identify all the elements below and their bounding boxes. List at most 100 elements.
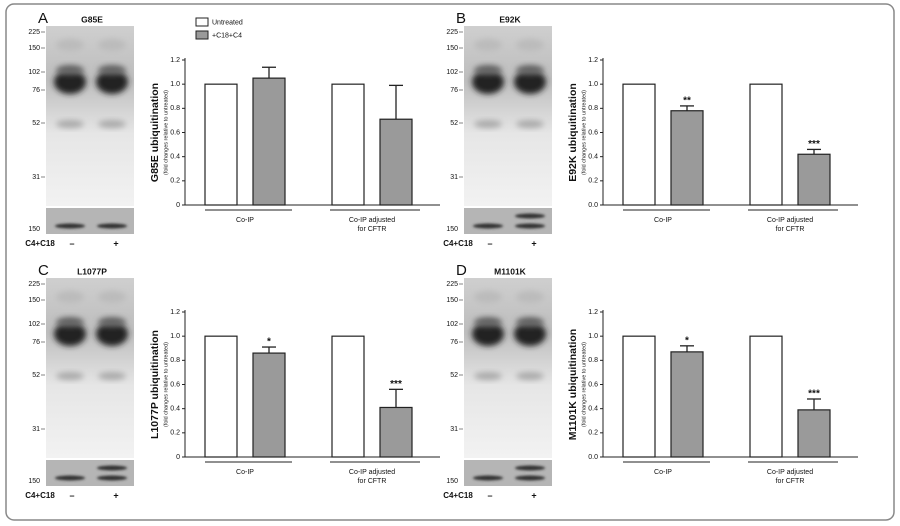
x-tick-label: for CFTR (776, 478, 805, 485)
blot-band (474, 39, 502, 51)
mw-label: 31 (32, 426, 40, 433)
strip-band (97, 475, 127, 481)
bar (379, 406, 413, 458)
y-tick-label: 0.8 (170, 105, 180, 112)
blot-band (98, 65, 126, 75)
blot (46, 26, 134, 206)
treatment-label: C4+C18 (443, 239, 473, 248)
blot-band (56, 317, 84, 327)
y-tick-label: 0 (176, 454, 180, 461)
mw-label: 52 (32, 120, 40, 127)
blot-band (56, 372, 84, 380)
y-tick-label: 0.4 (588, 406, 598, 413)
mw-label: 76 (32, 87, 40, 94)
bar (622, 83, 656, 206)
y-tick-label: 0.6 (170, 129, 180, 136)
strip-band (97, 223, 127, 229)
x-tick-label: for CFTR (776, 226, 805, 233)
y-tick-label: 0.8 (170, 357, 180, 364)
lane-label: + (531, 238, 536, 248)
blot-band (98, 120, 126, 128)
y-tick-label: 1.2 (588, 57, 598, 64)
x-tick-label: Co-IP adjusted (349, 217, 395, 224)
panel: B E92K 225 150 102 76 52 31 150 C4+C18 – +0.0 0.2 0.4… (443, 10, 858, 248)
x-tick-label: Co-IP (654, 469, 672, 476)
blot-title: M1101K (494, 266, 527, 276)
mw-label: 31 (32, 174, 40, 181)
blot-band (472, 70, 504, 94)
blot-band (514, 322, 546, 346)
strip-band (515, 465, 545, 471)
y-tick-label: 0.0 (588, 202, 598, 209)
lane-label: + (113, 238, 118, 248)
bar (252, 77, 286, 206)
blot (464, 26, 552, 206)
y-axis-label: M1101K ubiquitination (567, 329, 579, 440)
strip-band (55, 223, 85, 229)
y-tick-label: 0.2 (170, 430, 180, 437)
bar (204, 335, 238, 458)
blot-strip (46, 208, 134, 234)
strip-band (55, 475, 85, 481)
strip-band (473, 223, 503, 229)
blot-band (516, 65, 544, 75)
mw-label: 150 (446, 45, 458, 52)
blot-band (516, 372, 544, 380)
strip-band (97, 465, 127, 471)
y-tick-label: 0.0 (588, 454, 598, 461)
blot-title: L1077P (77, 266, 107, 276)
mw-label: 102 (28, 321, 40, 328)
bar (797, 153, 831, 206)
significance: *** (808, 139, 820, 150)
significance: * (267, 337, 271, 348)
mw-label: 150 (446, 478, 458, 485)
y-tick-label: 0.4 (170, 406, 180, 413)
blot-band (98, 317, 126, 327)
mw-label: 150 (446, 297, 458, 304)
y-tick-label: 0.6 (588, 381, 598, 388)
y-tick-label: 0.6 (170, 381, 180, 388)
y-tick-label: 0.4 (170, 154, 180, 161)
blot-band (54, 70, 86, 94)
significance: *** (808, 389, 820, 400)
y-tick-label: 0.2 (588, 430, 598, 437)
x-tick-label: Co-IP (654, 217, 672, 224)
mw-label: 52 (450, 120, 458, 127)
mw-label: 225 (446, 281, 458, 288)
blot-band (56, 120, 84, 128)
blot-band (96, 70, 128, 94)
legend-swatch (195, 30, 209, 40)
mw-label: 150 (28, 45, 40, 52)
panel-letter: D (456, 262, 467, 279)
bar (331, 335, 365, 458)
blot-band (98, 372, 126, 380)
strip-band (515, 223, 545, 229)
blot-band (98, 39, 126, 51)
y-tick-label: 1.2 (588, 309, 598, 316)
mw-label: 102 (446, 321, 458, 328)
mw-label: 52 (32, 372, 40, 379)
blot-band (516, 291, 544, 303)
blot (46, 278, 134, 458)
mw-label: 150 (28, 297, 40, 304)
x-tick-label: Co-IP adjusted (767, 469, 813, 476)
bar (622, 335, 656, 458)
y-tick-label: 0.2 (170, 178, 180, 185)
blot-band (56, 65, 84, 75)
bar (379, 118, 413, 206)
bar (749, 83, 783, 206)
bar (670, 110, 704, 206)
mw-label: 150 (28, 226, 40, 233)
blot-band (474, 120, 502, 128)
blot-band (54, 322, 86, 346)
mw-label: 52 (450, 372, 458, 379)
panel-letter: A (38, 10, 48, 27)
blot-strip (46, 460, 134, 486)
treatment-label: C4+C18 (25, 239, 55, 248)
bar (204, 83, 238, 206)
treatment-label: C4+C18 (25, 491, 55, 500)
y-axis-label: L1077P ubiquitination (149, 330, 161, 439)
lane-label: + (531, 490, 536, 500)
y-tick-label: 0.4 (588, 154, 598, 161)
